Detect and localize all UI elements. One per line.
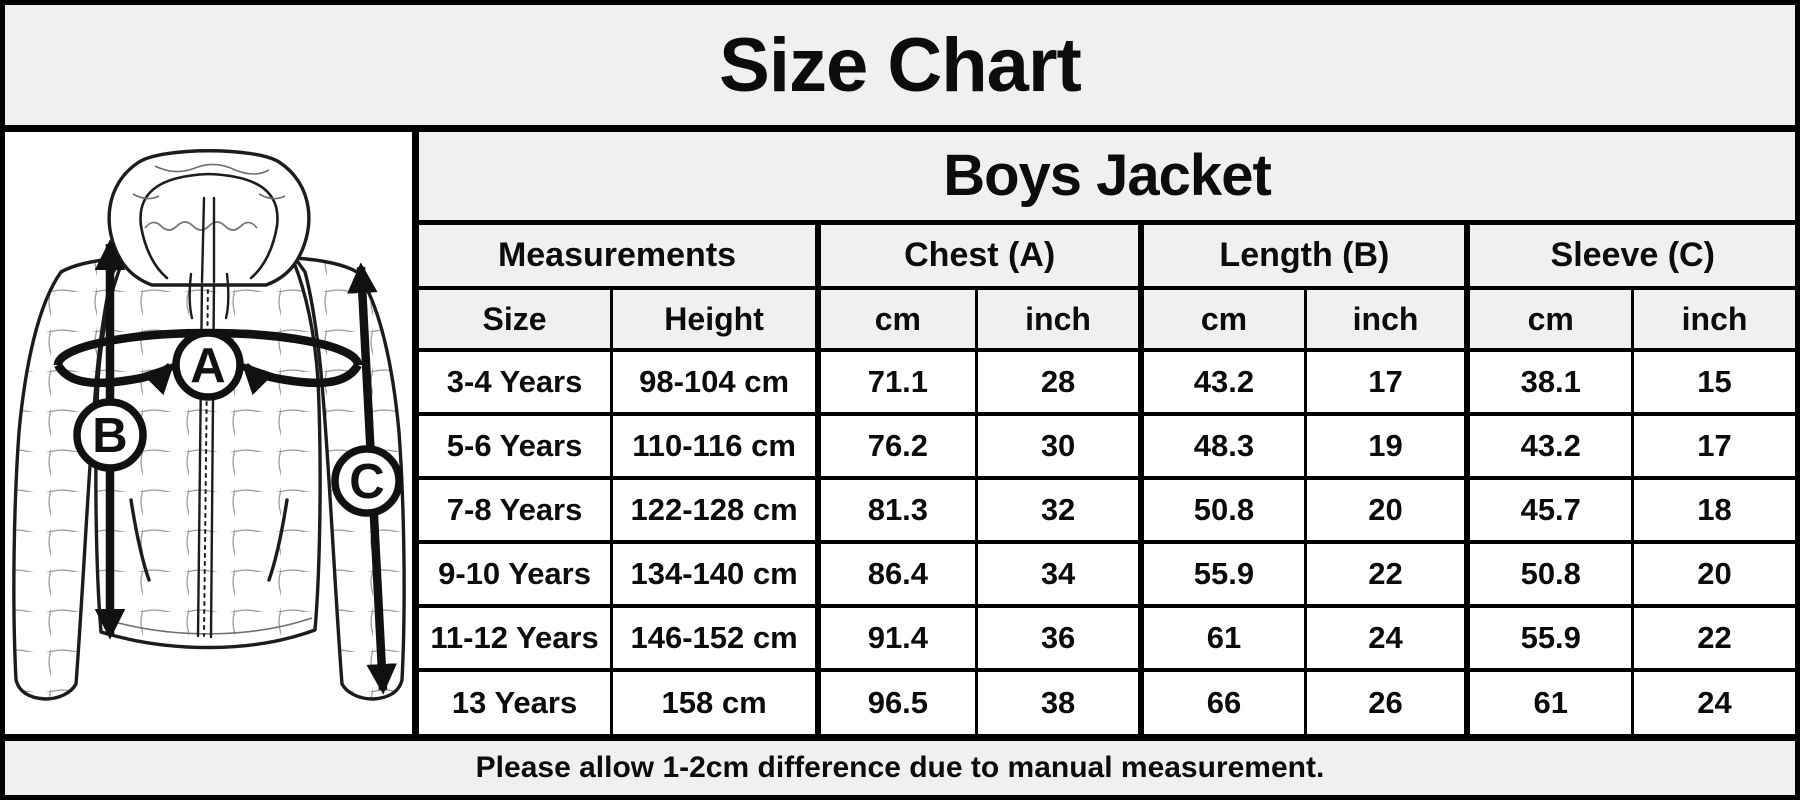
- column-group-length: Length (B): [1138, 219, 1468, 288]
- length-badge: B: [73, 398, 147, 472]
- table-cell: 61: [1464, 668, 1633, 734]
- table-title: Boys Jacket: [419, 132, 1795, 222]
- table-cell: 66: [1138, 668, 1306, 734]
- table-cell: 45.7: [1464, 476, 1633, 542]
- column-group-chest: Chest (A): [815, 219, 1142, 288]
- table-cell: 26: [1303, 668, 1468, 734]
- table-cell: 158 cm: [610, 668, 819, 734]
- right-pocket-line: [267, 498, 289, 582]
- main-section: A B C: [5, 132, 1795, 734]
- table-cell: 11-12 Years: [419, 604, 612, 670]
- table-cell: 15: [1631, 348, 1795, 414]
- jacket-panel: A B C: [5, 132, 419, 734]
- table-row: 11-12 Years 146-152 cm 91.4 36 61 24 55.…: [419, 604, 1795, 670]
- table-cell: 18: [1631, 476, 1795, 542]
- table-row: 5-6 Years 110-116 cm 76.2 30 48.3 19 43.…: [419, 412, 1795, 478]
- table-cell: 34: [974, 540, 1142, 606]
- table-cell: 48.3: [1138, 412, 1306, 478]
- table-cell: 134-140 cm: [610, 540, 819, 606]
- left-pocket-line: [129, 498, 151, 582]
- table-cell: 146-152 cm: [610, 604, 819, 670]
- table-cell: 13 Years: [419, 668, 612, 734]
- sleeve-badge-letter: C: [349, 455, 384, 509]
- title-bar: Size Chart: [5, 5, 1795, 125]
- table-cell: 19: [1303, 412, 1468, 478]
- table-cell: 81.3: [815, 476, 977, 542]
- table-cell: 38.1: [1464, 348, 1633, 414]
- length-badge-letter: B: [92, 409, 127, 463]
- table-cell: 122-128 cm: [610, 476, 819, 542]
- table-cell: 22: [1631, 604, 1795, 670]
- column-header-sleeve-cm: cm: [1464, 286, 1633, 350]
- table-cell: 76.2: [815, 412, 977, 478]
- table-cell: 17: [1631, 412, 1795, 478]
- table-cell: 38: [974, 668, 1142, 734]
- table-cell: 110-116 cm: [610, 412, 819, 478]
- table-cell: 17: [1303, 348, 1468, 414]
- table-cell: 24: [1631, 668, 1795, 734]
- table-cell: 98-104 cm: [610, 348, 819, 414]
- size-table-wrap: Boys Jacket Measurements Chest (A) Lengt…: [419, 132, 1795, 734]
- column-group-sleeve: Sleeve (C): [1464, 219, 1795, 288]
- table-cell: 9-10 Years: [419, 540, 612, 606]
- table-cell: 24: [1303, 604, 1468, 670]
- sleeve-badge: C: [331, 445, 403, 517]
- table-cell: 7-8 Years: [419, 476, 612, 542]
- table-title-row: Boys Jacket: [419, 132, 1795, 222]
- column-header-chest-inch: inch: [974, 286, 1142, 350]
- column-header-height: Height: [610, 286, 819, 350]
- column-header-length-inch: inch: [1303, 286, 1468, 350]
- table-cell: 50.8: [1464, 540, 1633, 606]
- column-header-size: Size: [419, 286, 612, 350]
- table-row: 9-10 Years 134-140 cm 86.4 34 55.9 22 50…: [419, 540, 1795, 606]
- table-row: 13 Years 158 cm 96.5 38 66 26 61 24: [419, 668, 1795, 734]
- table-cell: 86.4: [815, 540, 977, 606]
- size-table: Boys Jacket Measurements Chest (A) Lengt…: [419, 132, 1795, 734]
- chest-badge: A: [172, 329, 244, 401]
- table-cell: 22: [1303, 540, 1468, 606]
- column-group-measurements: Measurements: [419, 219, 819, 288]
- table-cell: 43.2: [1464, 412, 1633, 478]
- table-cell: 43.2: [1138, 348, 1306, 414]
- table-cell: 3-4 Years: [419, 348, 612, 414]
- table-cell: 61: [1138, 604, 1306, 670]
- footer-bar: Please allow 1-2cm difference due to man…: [5, 741, 1795, 795]
- table-cell: 55.9: [1464, 604, 1633, 670]
- table-cell: 5-6 Years: [419, 412, 612, 478]
- drawstrings: [188, 272, 230, 320]
- table-row: 7-8 Years 122-128 cm 81.3 32 50.8 20 45.…: [419, 476, 1795, 542]
- column-header-length-cm: cm: [1138, 286, 1306, 350]
- table-row: 3-4 Years 98-104 cm 71.1 28 43.2 17 38.1…: [419, 348, 1795, 414]
- table-cell: 28: [974, 348, 1142, 414]
- table-cell: 71.1: [815, 348, 977, 414]
- column-header-row: Size Height cm inch cm inch cm inch: [419, 286, 1795, 350]
- footer-note: Please allow 1-2cm difference due to man…: [475, 751, 1325, 784]
- page-title: Size Chart: [719, 22, 1082, 108]
- table-cell: 30: [974, 412, 1142, 478]
- column-header-chest-cm: cm: [815, 286, 977, 350]
- table-cell: 36: [974, 604, 1142, 670]
- table-cell: 91.4: [815, 604, 977, 670]
- table-cell: 55.9: [1138, 540, 1306, 606]
- column-header-sleeve-inch: inch: [1631, 286, 1795, 350]
- jacket-hood: [107, 149, 311, 320]
- table-cell: 20: [1303, 476, 1468, 542]
- table-cell: 96.5: [815, 668, 977, 734]
- table-cell: 20: [1631, 540, 1795, 606]
- table-cell: 50.8: [1138, 476, 1306, 542]
- table-cell: 32: [974, 476, 1142, 542]
- column-group-row: Measurements Chest (A) Length (B) Sleeve…: [419, 219, 1795, 288]
- chest-badge-letter: A: [190, 339, 225, 393]
- jacket-illustration: A B C: [12, 149, 406, 701]
